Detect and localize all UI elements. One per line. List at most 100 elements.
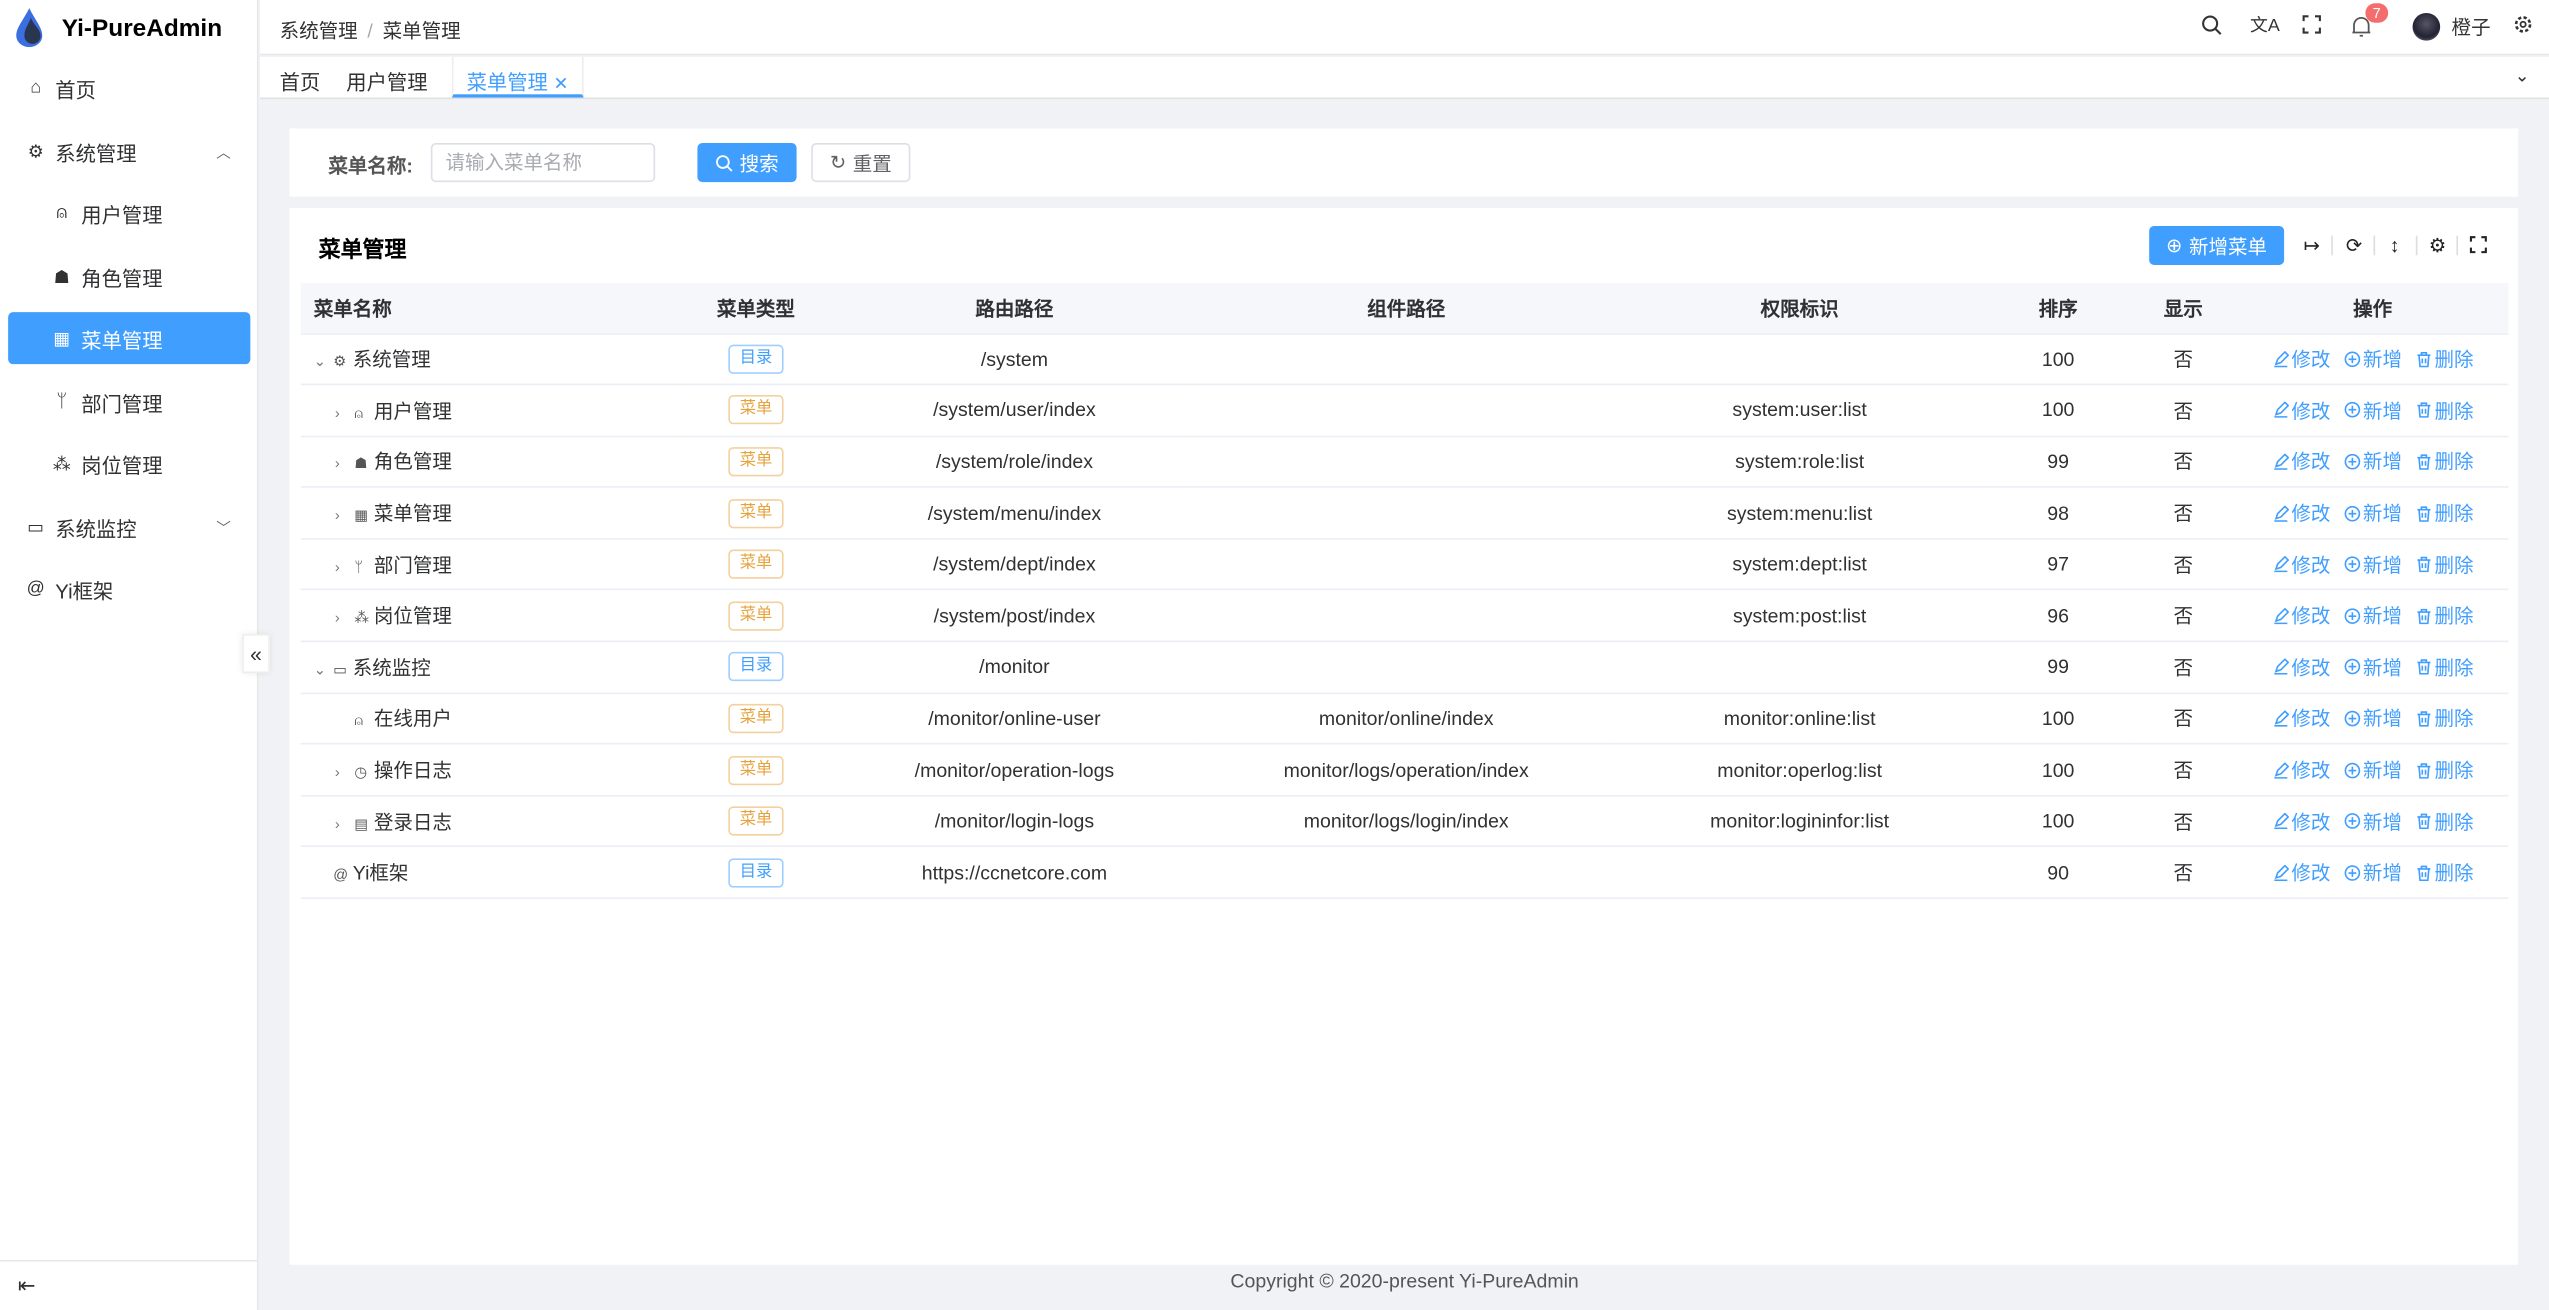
add-button[interactable]: 新增: [2343, 859, 2402, 887]
search-icon[interactable]: [2201, 15, 2222, 36]
chevron-right-icon[interactable]: ›: [334, 764, 340, 781]
add-button[interactable]: 新增: [2343, 653, 2402, 681]
sidebar-item-label: 用户管理: [81, 204, 163, 227]
edit-button[interactable]: 修改: [2272, 448, 2330, 476]
delete-button[interactable]: 删除: [2415, 807, 2474, 835]
action-label: 修改: [2291, 605, 2331, 628]
plus-circle-icon: [2343, 710, 2361, 728]
username[interactable]: 橙子: [2451, 16, 2491, 40]
action-label: 新增: [2362, 810, 2402, 834]
sidebar-item[interactable]: ☗ 角色管理: [8, 250, 250, 302]
sidebar-item[interactable]: ▦ 菜单管理: [8, 312, 251, 365]
logo[interactable]: Yi-PureAdmin: [13, 8, 222, 48]
tab-label: 菜单管理: [466, 71, 548, 95]
chevron-down-icon[interactable]: ⌄: [313, 353, 327, 370]
edit-button[interactable]: 修改: [2272, 859, 2330, 887]
delete-button[interactable]: 删除: [2415, 756, 2474, 784]
edit-icon: [2272, 710, 2290, 728]
edit-button[interactable]: 修改: [2272, 396, 2330, 424]
menu-name: Yi框架: [352, 862, 409, 885]
sidebar-item[interactable]: ▭ 系统监控 ﹀: [8, 501, 250, 553]
permission: system:dept:list: [1612, 538, 1987, 591]
add-button[interactable]: 新增: [2343, 499, 2402, 527]
action-label: 删除: [2434, 862, 2474, 885]
add-button[interactable]: 新增: [2343, 396, 2402, 424]
sidebar-item[interactable]: ᛘ 部门管理: [8, 376, 250, 428]
reset-button[interactable]: ↻ 重置: [811, 143, 911, 183]
tab-home[interactable]: 首页: [279, 71, 321, 95]
breadcrumb-item[interactable]: 系统管理: [279, 19, 358, 43]
action-label: 删除: [2434, 502, 2474, 526]
sidebar-item-label: 岗位管理: [81, 454, 163, 478]
chevron-right-icon[interactable]: ›: [334, 610, 340, 627]
tab-menu-management[interactable]: 菜单管理 ✕: [451, 56, 584, 98]
sidebar-item[interactable]: ⁂ 岗位管理: [8, 437, 250, 489]
edit-button[interactable]: 修改: [2272, 807, 2330, 835]
edit-button[interactable]: 修改: [2272, 602, 2331, 630]
sidebar-toggle-button[interactable]: ⇤: [0, 1259, 259, 1310]
delete-button[interactable]: 删除: [2415, 448, 2474, 476]
edit-button[interactable]: 修改: [2272, 653, 2330, 681]
bell-icon[interactable]: [2351, 15, 2372, 38]
sidebar-item[interactable]: @ Yi框架: [8, 562, 250, 614]
sidebar-item-label: 系统管理: [55, 142, 137, 166]
action-label: 新增: [2362, 759, 2402, 783]
add-button[interactable]: 新增: [2343, 756, 2402, 784]
plus-circle-icon: ⊕: [2166, 234, 2183, 257]
route-path: /monitor/operation-logs: [829, 744, 1200, 797]
gear-icon[interactable]: [2513, 15, 2533, 35]
at-icon: @: [26, 578, 45, 599]
density-icon[interactable]: ↕: [2389, 234, 2400, 257]
fullscreen-icon[interactable]: [2469, 236, 2487, 259]
chevron-right-icon[interactable]: ›: [334, 455, 340, 473]
edit-button[interactable]: 修改: [2272, 756, 2330, 784]
close-icon[interactable]: ✕: [553, 74, 569, 95]
add-button[interactable]: 新增: [2343, 602, 2402, 630]
delete-button[interactable]: 删除: [2415, 705, 2474, 733]
edit-button[interactable]: 修改: [2272, 345, 2330, 373]
edit-button[interactable]: 修改: [2272, 705, 2330, 733]
add-button[interactable]: 新增: [2343, 705, 2402, 733]
add-button[interactable]: 新增: [2343, 551, 2402, 579]
refresh-icon[interactable]: ⟳: [2345, 234, 2363, 257]
chevron-right-icon[interactable]: ›: [334, 507, 340, 524]
delete-button[interactable]: 删除: [2415, 653, 2474, 681]
delete-button[interactable]: 删除: [2415, 345, 2474, 373]
chevron-right-icon[interactable]: ›: [334, 404, 340, 421]
edit-button[interactable]: 修改: [2272, 499, 2330, 527]
search-button[interactable]: 搜索: [697, 143, 797, 183]
translate-icon[interactable]: 文A: [2249, 16, 2280, 36]
chevron-right-icon[interactable]: ›: [334, 558, 340, 575]
sidebar-item[interactable]: ⌂ 首页: [8, 62, 250, 114]
delete-button[interactable]: 删除: [2415, 396, 2474, 424]
expand-icon[interactable]: ↦: [2303, 234, 2320, 257]
add-button[interactable]: 新增: [2343, 345, 2402, 373]
menu-icon: ⍝: [354, 404, 364, 421]
sidebar-item[interactable]: ⚙ 系统管理 ︿: [8, 125, 250, 177]
sidebar-item[interactable]: ⍝ 用户管理: [8, 187, 250, 239]
chevron-down-icon[interactable]: ⌄: [2514, 66, 2530, 87]
column-settings-icon[interactable]: ⚙: [2428, 234, 2447, 257]
avatar[interactable]: [2412, 13, 2441, 41]
menu-name-input[interactable]: [430, 143, 656, 183]
add-button[interactable]: 新增: [2343, 448, 2402, 476]
action-label: 修改: [2291, 553, 2331, 577]
chevron-down-icon[interactable]: ⌄: [313, 661, 327, 678]
edit-button[interactable]: 修改: [2272, 551, 2331, 579]
menu-name: 用户管理: [373, 399, 452, 423]
add-menu-label: 新增菜单: [2189, 234, 2268, 258]
actions: 修改 新增 删除: [2236, 641, 2509, 694]
delete-button[interactable]: 删除: [2415, 551, 2474, 579]
add-menu-button[interactable]: ⊕ 新增菜单: [2149, 225, 2285, 265]
delete-button[interactable]: 删除: [2415, 859, 2474, 887]
fullscreen-icon[interactable]: [2302, 15, 2322, 35]
collapse-sidebar-button[interactable]: «: [242, 634, 270, 674]
delete-button[interactable]: 删除: [2415, 602, 2474, 630]
chevron-right-icon[interactable]: ›: [334, 815, 340, 832]
tab-user-management[interactable]: 用户管理: [346, 71, 428, 95]
menu-type-tag: 目录: [728, 857, 784, 888]
add-button[interactable]: 新增: [2343, 807, 2402, 835]
plus-circle-icon: [2343, 658, 2361, 676]
grid-icon: ▦: [53, 329, 71, 349]
delete-button[interactable]: 删除: [2415, 499, 2474, 527]
